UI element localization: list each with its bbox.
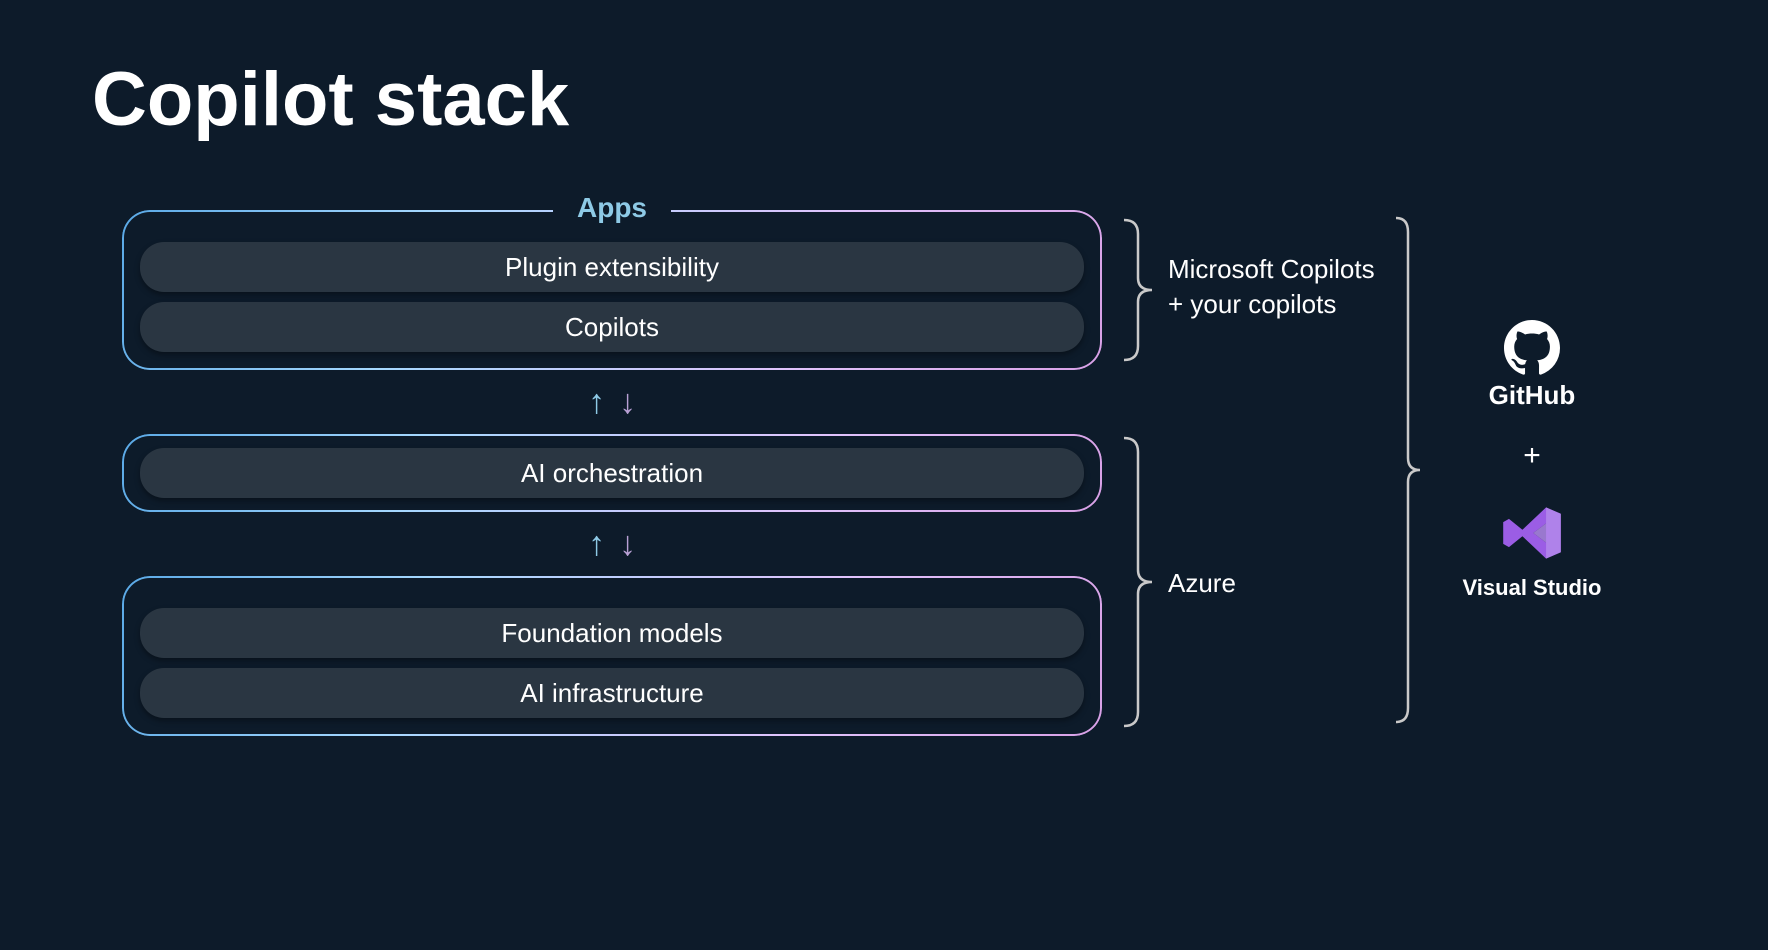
diagram-container: Apps Plugin extensibility Copilots ↑ ↓ A… (122, 210, 1662, 736)
bracket-label-copilots: Microsoft Copilots + your copilots (1168, 252, 1375, 322)
arrow-down-icon: ↓ (619, 525, 636, 564)
arrows-1: ↑ ↓ (122, 370, 1102, 434)
layer-header-apps: Apps (553, 192, 671, 224)
bracket-azure (1120, 434, 1156, 730)
arrows-2: ↑ ↓ (122, 512, 1102, 576)
visual-studio-block: Visual Studio (1463, 501, 1602, 601)
bracket-copilots (1120, 216, 1156, 364)
layer-foundation: Foundation models AI infrastructure (122, 576, 1102, 736)
pill-copilots: Copilots (140, 302, 1084, 352)
pill-ai-infrastructure: AI infrastructure (140, 668, 1084, 718)
visual-studio-icon (1500, 501, 1564, 565)
layer-apps: Apps Plugin extensibility Copilots (122, 210, 1102, 370)
github-icon (1504, 320, 1560, 376)
arrow-up-icon: ↑ (588, 525, 605, 564)
plus-symbol: + (1523, 439, 1541, 473)
bracket-label-azure: Azure (1168, 566, 1236, 601)
github-label: GitHub (1489, 380, 1576, 411)
pill-ai-orchestration: AI orchestration (140, 448, 1084, 498)
pill-foundation-models: Foundation models (140, 608, 1084, 658)
arrow-up-icon: ↑ (588, 383, 605, 422)
brackets-column: Microsoft Copilots + your copilots Azure (1102, 210, 1402, 736)
stack-column: Apps Plugin extensibility Copilots ↑ ↓ A… (122, 210, 1102, 736)
pill-plugin-extensibility: Plugin extensibility (140, 242, 1084, 292)
page-title: Copilot stack (92, 56, 569, 143)
tools-inner: GitHub + Visual Studio (1402, 260, 1662, 736)
arrow-down-icon: ↓ (619, 383, 636, 422)
github-block: GitHub (1489, 320, 1576, 411)
tools-column: GitHub + Visual Studio (1402, 210, 1662, 736)
visual-studio-label: Visual Studio (1463, 575, 1602, 601)
layer-orchestration: AI orchestration (122, 434, 1102, 512)
